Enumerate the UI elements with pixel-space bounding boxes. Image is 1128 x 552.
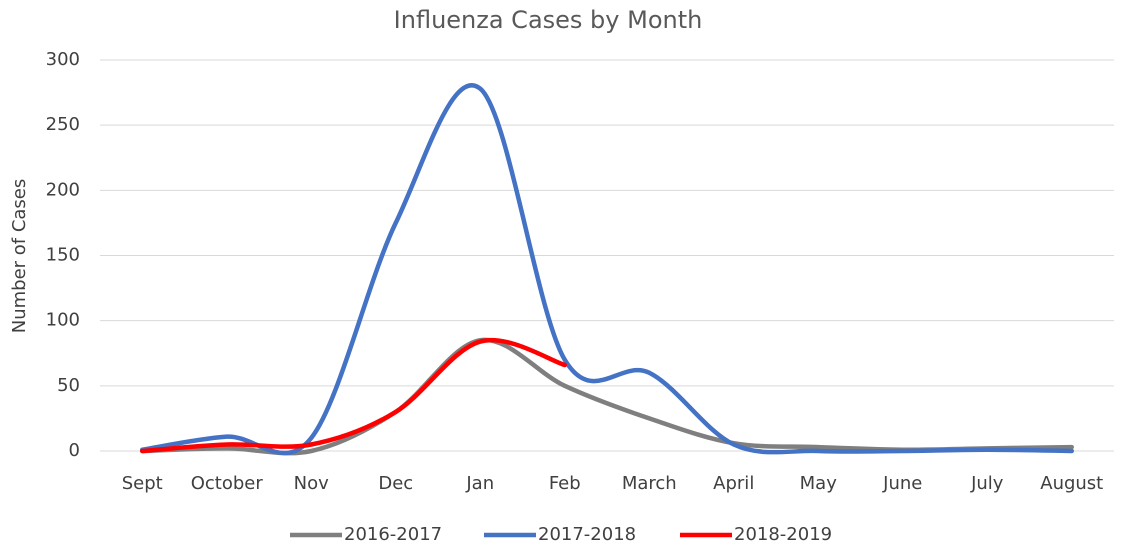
y-tick-label: 300 [46,49,80,70]
legend-label: 2016-2017 [344,524,442,545]
y-tick-label: 0 [69,440,80,461]
y-tick-label: 200 [46,179,80,200]
x-tick-label: June [882,473,922,494]
y-tick-label: 50 [57,375,80,396]
chart-title: Influenza Cases by Month [394,6,703,34]
x-tick-label: May [800,473,838,494]
x-tick-label: October [191,473,264,494]
x-tick-label: Dec [378,473,413,494]
y-tick-label: 100 [46,310,80,331]
x-tick-label: July [970,473,1004,494]
legend-label: 2017-2018 [538,524,636,545]
x-tick-label: Nov [294,473,329,494]
x-tick-label: April [713,473,754,494]
x-tick-label: August [1040,473,1103,494]
legend-label: 2018-2019 [734,524,832,545]
x-tick-label: March [622,473,677,494]
series-line [140,337,1074,456]
y-tick-label: 150 [46,245,80,266]
y-axis-label: Number of Cases [9,179,30,334]
series-line [140,83,1074,456]
x-tick-label: Sept [122,473,163,494]
y-tick-label: 250 [46,114,80,135]
x-tick-label: Feb [549,473,581,494]
x-tick-label: Jan [465,473,494,494]
series-line [140,337,567,454]
